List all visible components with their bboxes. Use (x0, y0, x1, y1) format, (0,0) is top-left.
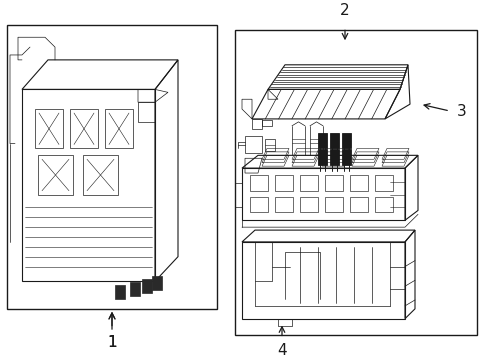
Polygon shape (130, 282, 140, 296)
Bar (235, 30, 476, 336)
Text: 4: 4 (277, 343, 286, 358)
Polygon shape (317, 133, 326, 148)
Polygon shape (115, 285, 125, 299)
Text: 1: 1 (107, 313, 117, 350)
Polygon shape (329, 133, 338, 148)
Text: 3: 3 (456, 104, 466, 118)
Text: 2: 2 (340, 3, 349, 18)
Polygon shape (152, 276, 162, 290)
Polygon shape (341, 133, 350, 148)
Polygon shape (317, 149, 326, 165)
Polygon shape (142, 279, 152, 293)
Polygon shape (329, 149, 338, 165)
Text: 1: 1 (107, 335, 117, 350)
Bar (7, 26, 217, 309)
Polygon shape (341, 149, 350, 165)
